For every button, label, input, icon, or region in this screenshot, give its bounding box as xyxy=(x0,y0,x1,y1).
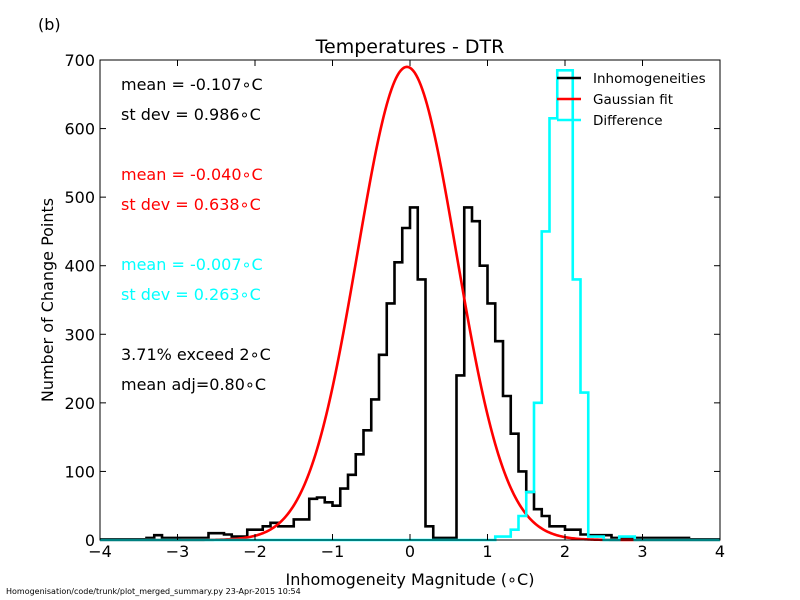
x-tick-label: 0 xyxy=(405,542,415,561)
y-tick-label: 500 xyxy=(64,188,95,207)
axes-layer: −4 −3 −2 −1 0 1 2 3 4 0 100 200 300 400 500 600 700 xyxy=(64,51,725,561)
y-tick-label: 200 xyxy=(64,394,95,413)
x-tick-label: 3 xyxy=(637,542,647,561)
stat-annotation: st dev = 0.638∘C xyxy=(121,195,261,214)
legend-label: Inhomogeneities xyxy=(593,71,706,87)
stat-annotation: st dev = 0.263∘C xyxy=(121,285,261,304)
series-line-difference xyxy=(100,68,720,542)
x-tick-label: 1 xyxy=(482,542,492,561)
x-axis-label: Inhomogeneity Magnitude (∘C) xyxy=(286,570,535,589)
y-axis-label: Number of Change Points xyxy=(38,198,57,402)
stat-annotation: mean adj=0.80∘C xyxy=(121,375,266,394)
y-tick-label: 100 xyxy=(64,462,95,481)
x-tick-label: 2 xyxy=(560,542,570,561)
footer-text: Homogenisation/code/trunk/plot_merged_su… xyxy=(6,587,301,596)
x-tick-label: −3 xyxy=(166,542,190,561)
series-line-inhomogeneities xyxy=(100,206,720,541)
stat-annotation: st dev = 0.986∘C xyxy=(121,105,261,124)
stat-annotation: mean = -0.040∘C xyxy=(121,165,263,184)
stat-annotation: mean = -0.107∘C xyxy=(121,75,263,94)
panel-label: (b) xyxy=(38,15,61,34)
y-tick-label: 300 xyxy=(64,325,95,344)
y-tick-label: 400 xyxy=(64,257,95,276)
legend-label: Difference xyxy=(593,113,663,129)
y-tick-label: 600 xyxy=(64,120,95,139)
stats-annotations: mean = -0.107∘C st dev = 0.986∘C mean = -0… xyxy=(121,75,271,394)
legend-label: Gaussian fit xyxy=(593,92,673,108)
stat-annotation: mean = -0.007∘C xyxy=(121,255,263,274)
x-tick-label: 4 xyxy=(715,542,725,561)
legend: Inhomogeneities Gaussian fit Difference xyxy=(557,71,706,129)
y-tick-label: 700 xyxy=(64,51,95,70)
x-tick-label: −4 xyxy=(88,542,112,561)
x-tick-label: −1 xyxy=(321,542,345,561)
x-tick-label: −2 xyxy=(243,542,267,561)
chart-title: Temperatures - DTR xyxy=(315,36,505,58)
y-tick-label: 0 xyxy=(85,531,95,550)
stat-annotation: 3.71% exceed 2∘C xyxy=(121,345,271,364)
